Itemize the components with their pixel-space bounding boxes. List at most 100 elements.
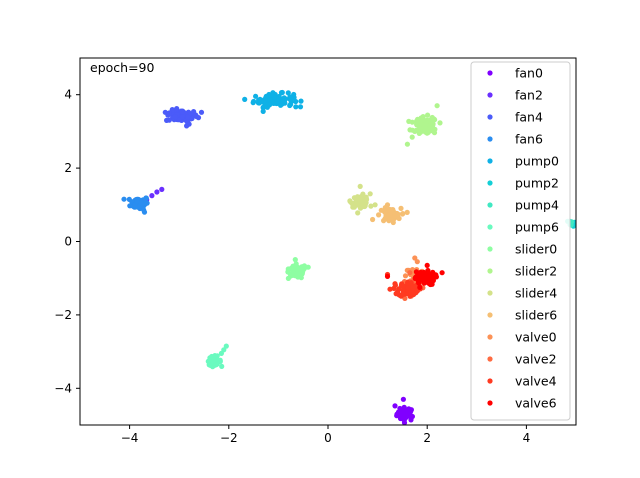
epoch-annotation: epoch=90: [90, 60, 154, 75]
legend-item-pump0: pump0: [487, 154, 559, 169]
data-point: [414, 273, 420, 279]
data-point: [253, 93, 259, 99]
legend-label: slider0: [515, 242, 557, 257]
data-point: [434, 103, 440, 109]
data-point: [266, 102, 273, 108]
series-slider0: [285, 257, 311, 281]
legend-item-fan4: fan4: [487, 110, 543, 125]
data-points: [121, 89, 576, 425]
legend-item-pump6: pump6: [487, 220, 559, 235]
legend-label: valve0: [515, 330, 557, 345]
legend-marker: [487, 136, 493, 142]
legend-item-fan6: fan6: [487, 132, 543, 147]
data-point: [392, 281, 398, 287]
legend-label: valve6: [515, 396, 557, 411]
legend-item-fan0: fan0: [487, 66, 543, 81]
data-point: [179, 114, 186, 120]
data-point: [398, 414, 404, 420]
legend-label: fan6: [515, 132, 543, 147]
x-tick-label: −4: [121, 431, 139, 445]
legend-item-valve6: valve6: [487, 396, 557, 411]
data-point: [355, 210, 361, 216]
data-point: [417, 125, 423, 131]
legend-marker: [487, 202, 493, 208]
data-point: [409, 413, 415, 420]
legend-marker: [487, 400, 493, 406]
data-point: [397, 405, 403, 412]
data-point: [223, 343, 229, 349]
legend-box: [470, 61, 571, 421]
data-point: [305, 264, 311, 270]
data-point: [399, 211, 405, 217]
data-point: [404, 141, 410, 147]
data-point: [260, 108, 266, 114]
data-point: [288, 94, 294, 100]
data-point: [394, 411, 400, 417]
legend-label: fan0: [515, 66, 543, 81]
data-point: [437, 120, 443, 126]
data-point: [359, 194, 365, 200]
data-point: [421, 280, 427, 286]
legend-marker: [487, 224, 493, 230]
data-point: [402, 273, 409, 279]
data-point: [194, 114, 200, 120]
y-tick-label: 4: [64, 88, 72, 102]
legend-marker: [487, 378, 493, 384]
series-slider4: [347, 183, 378, 216]
data-point: [410, 283, 416, 289]
data-point: [281, 98, 287, 104]
data-point: [426, 274, 432, 281]
data-point: [410, 291, 416, 297]
data-point: [405, 285, 411, 291]
data-point: [415, 278, 421, 284]
x-tick-label: 0: [324, 431, 332, 445]
series-slider2: [404, 103, 443, 147]
data-point: [292, 257, 298, 263]
series-slider6: [370, 202, 410, 226]
data-point: [184, 123, 190, 129]
data-point: [154, 189, 160, 195]
data-point: [429, 279, 435, 286]
legend-item-slider6: slider6: [487, 308, 557, 323]
data-point: [423, 121, 429, 127]
data-point: [398, 205, 404, 211]
legend-item-fan2: fan2: [487, 88, 543, 103]
data-point: [251, 98, 257, 105]
data-point: [218, 350, 224, 356]
data-point: [368, 203, 374, 209]
series-pump0: [242, 89, 304, 114]
legend-marker: [487, 114, 493, 120]
data-point: [425, 112, 431, 118]
data-point: [144, 200, 150, 206]
legend-label: fan4: [515, 110, 543, 125]
data-point: [362, 200, 368, 206]
data-point: [414, 118, 420, 124]
data-point: [166, 117, 172, 123]
legend-item-slider2: slider2: [487, 264, 557, 279]
data-point: [166, 111, 172, 117]
y-tick-label: −4: [54, 381, 72, 395]
data-point: [295, 266, 301, 272]
data-point: [372, 202, 378, 208]
legend-marker: [487, 158, 493, 164]
data-point: [149, 193, 155, 199]
data-point: [185, 114, 191, 120]
legend-marker: [487, 334, 493, 340]
data-point: [242, 96, 248, 102]
data-point: [427, 123, 433, 129]
legend-item-pump2: pump2: [487, 176, 559, 191]
x-tick-label: 2: [423, 431, 431, 445]
data-point: [143, 195, 149, 201]
series-pump6: [205, 343, 229, 370]
legend-label: valve2: [515, 352, 557, 367]
legend-marker: [487, 312, 493, 318]
data-point: [159, 186, 165, 192]
legend-label: fan2: [515, 88, 543, 103]
data-point: [407, 270, 413, 276]
data-point: [275, 98, 281, 105]
data-point: [405, 412, 411, 418]
data-point: [211, 358, 217, 364]
legend-marker: [487, 268, 493, 274]
data-point: [412, 128, 418, 134]
